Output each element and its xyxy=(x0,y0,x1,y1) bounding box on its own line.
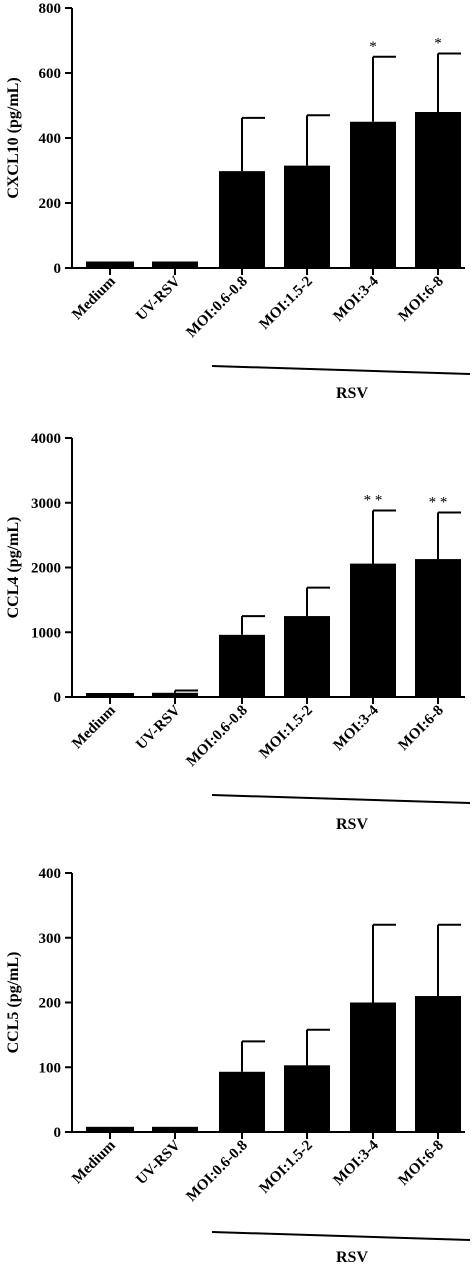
category-label: MOI:0.6-0.8 xyxy=(184,703,251,770)
category-label: MOI:1.5-2 xyxy=(256,1138,315,1197)
y-tick-label: 800 xyxy=(39,1,62,17)
category-label: MOI:0.6-0.8 xyxy=(184,1138,251,1205)
category-label: MOI:6-8 xyxy=(395,703,446,754)
category-label: MOI:1.5-2 xyxy=(256,274,315,333)
category-label: Medium xyxy=(69,273,119,323)
bar xyxy=(86,1126,134,1132)
y-tick-label: 200 xyxy=(39,996,62,1012)
bar xyxy=(350,563,396,697)
bar xyxy=(86,261,134,268)
significance-label: * xyxy=(434,36,442,52)
category-label: UV-RSV xyxy=(133,702,184,753)
bar xyxy=(415,112,461,268)
bar xyxy=(152,261,198,268)
category-label: Medium xyxy=(69,702,119,752)
category-label: MOI:3-4 xyxy=(330,1137,382,1189)
y-tick-label: 1000 xyxy=(31,625,61,641)
group-label: RSV xyxy=(336,385,368,402)
group-bracket-line xyxy=(211,1231,471,1241)
bar xyxy=(284,616,330,697)
y-tick-label: 400 xyxy=(39,866,62,882)
bar xyxy=(219,634,265,697)
bar xyxy=(415,559,461,697)
group-bracket-line xyxy=(211,794,471,804)
bar xyxy=(415,996,461,1132)
y-axis-title: CCL4 (pg/mL) xyxy=(5,517,22,619)
y-tick-label: 400 xyxy=(39,131,62,147)
bar xyxy=(219,171,265,268)
group-label: RSV xyxy=(336,816,368,833)
y-tick-label: 2000 xyxy=(31,561,61,577)
significance-label: * * xyxy=(429,494,448,510)
category-label: MOI:6-8 xyxy=(395,274,446,325)
bar xyxy=(86,693,134,697)
y-tick-label: 100 xyxy=(39,1060,62,1076)
y-tick-label: 0 xyxy=(54,261,62,277)
category-label: MOI:3-4 xyxy=(330,273,382,325)
y-axis-title: CCL5 (pg/mL) xyxy=(5,952,22,1054)
panel-ccl4: 0 1000 2000 3000 4000 CCL4 (pg/mL) Medium UV-RS… xyxy=(5,431,471,833)
bar xyxy=(152,1126,198,1132)
category-label: UV-RSV xyxy=(133,273,184,324)
y-tick-label: 0 xyxy=(54,1125,62,1141)
category-label: MOI:0.6-0.8 xyxy=(184,274,251,341)
y-tick-label: 600 xyxy=(39,66,62,82)
y-tick-label: 300 xyxy=(39,931,62,947)
group-bracket-line xyxy=(211,365,471,375)
y-tick-label: 3000 xyxy=(31,496,61,512)
y-tick-label: 200 xyxy=(39,196,62,212)
bar xyxy=(350,1002,396,1132)
bar xyxy=(284,165,330,268)
bar xyxy=(284,1065,330,1132)
bar xyxy=(219,1071,265,1132)
bar xyxy=(152,692,198,697)
y-tick-label: 0 xyxy=(54,690,62,706)
category-label: MOI:1.5-2 xyxy=(256,703,315,762)
category-label: MOI:6-8 xyxy=(395,1138,446,1189)
bar xyxy=(350,121,396,268)
group-label: RSV xyxy=(336,1249,368,1266)
category-label: Medium xyxy=(69,1137,119,1187)
y-axis-title: CXCL10 (pg/mL) xyxy=(5,77,22,198)
category-label: MOI:3-4 xyxy=(330,702,382,754)
significance-label: * xyxy=(369,39,377,55)
category-label: UV-RSV xyxy=(133,1137,184,1188)
significance-label: * * xyxy=(364,493,383,509)
y-tick-label: 4000 xyxy=(31,431,61,447)
